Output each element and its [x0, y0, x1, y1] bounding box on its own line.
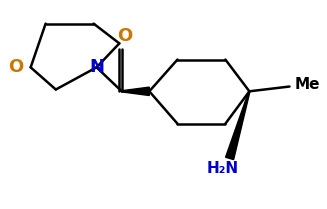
Text: H₂N: H₂N: [206, 161, 238, 176]
Text: Me: Me: [294, 77, 320, 92]
Polygon shape: [226, 91, 250, 160]
Text: O: O: [8, 58, 24, 76]
Text: N: N: [89, 58, 104, 76]
Text: O: O: [117, 27, 132, 45]
Polygon shape: [122, 87, 149, 96]
